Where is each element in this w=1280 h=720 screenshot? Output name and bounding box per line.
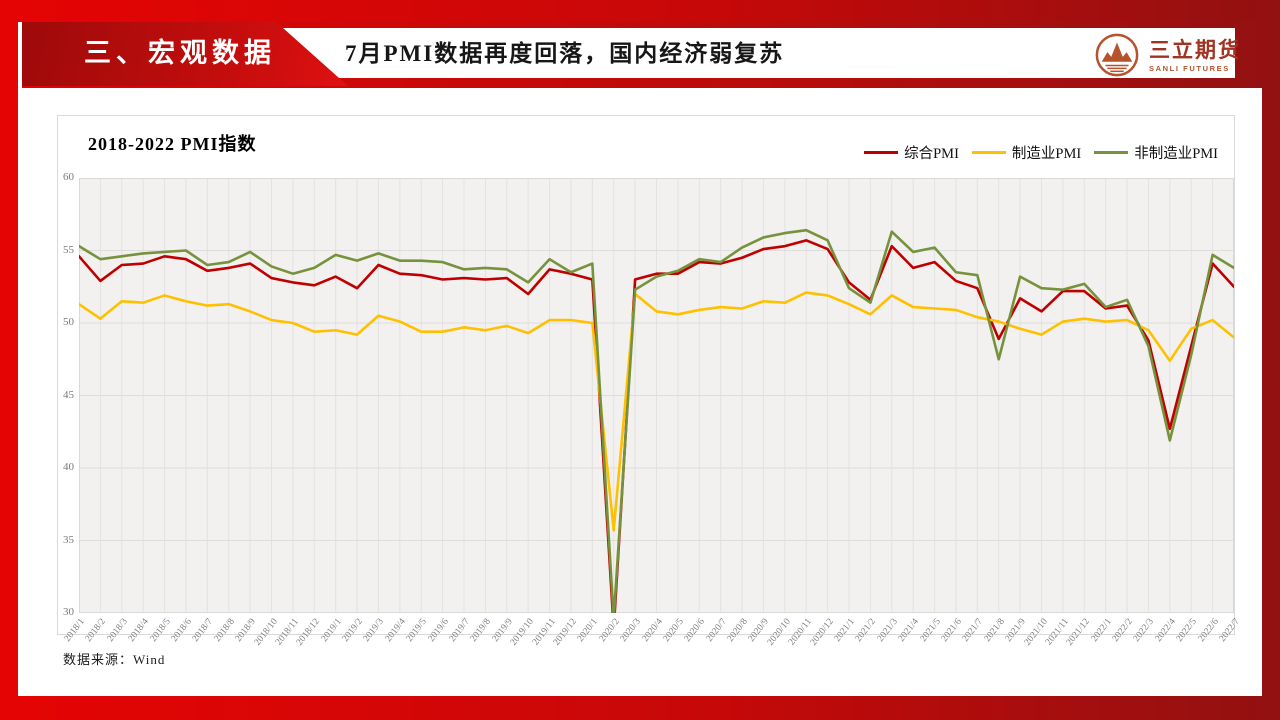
legend-item-manufacturing-pmi: 制造业PMI	[971, 142, 1082, 163]
mountain-circle-icon	[1095, 33, 1139, 77]
title-strip	[283, 28, 1235, 78]
logo-subtitle: SANLI FUTURES	[1149, 63, 1230, 73]
legend-swatch-composite-pmi	[864, 151, 899, 154]
chart-title: 2018-2022 PMI指数	[88, 134, 257, 154]
legend-swatch-manufacturing-pmi	[971, 151, 1006, 154]
y-tick-label: 35	[63, 533, 74, 546]
legend-item-composite-pmi: 综合PMI	[864, 142, 959, 163]
y-tick-label: 30	[63, 606, 74, 618]
legend-item-nonmanufacturing-pmi: 非制造业PMI	[1094, 142, 1218, 163]
legend-label-composite-pmi: 综合PMI	[904, 146, 959, 162]
y-tick-label: 55	[63, 243, 74, 256]
data-source-note: 数据来源：Wind	[63, 652, 166, 667]
company-logo: 三立期货 SANLI FUTURES	[1094, 32, 1241, 78]
slide-title: 7月PMI数据再度回落，国内经济弱复苏	[345, 41, 785, 66]
logo-name: 三立期货	[1149, 37, 1241, 62]
section-label: 三、宏观数据	[84, 38, 276, 68]
y-tick-label: 45	[63, 388, 74, 401]
chart-card: 2018-2022 PMI指数 综合PMI 制造业PMI 非制造业PMI 30 3…	[57, 115, 1242, 648]
chart-legend: 综合PMI 制造业PMI 非制造业PMI	[864, 142, 1218, 163]
logo-text: 三立期货 SANLI FUTURES	[1149, 38, 1241, 73]
legend-label-manufacturing-pmi: 制造业PMI	[1011, 146, 1082, 162]
y-tick-label: 50	[63, 316, 74, 328]
y-tick-label: 40	[63, 461, 74, 473]
legend-label-nonmanufacturing-pmi: 非制造业PMI	[1134, 146, 1218, 162]
y-tick-label: 60	[63, 171, 74, 183]
legend-swatch-nonmanufacturing-pmi	[1094, 151, 1129, 154]
pmi-line-chart-plot	[79, 178, 1234, 613]
